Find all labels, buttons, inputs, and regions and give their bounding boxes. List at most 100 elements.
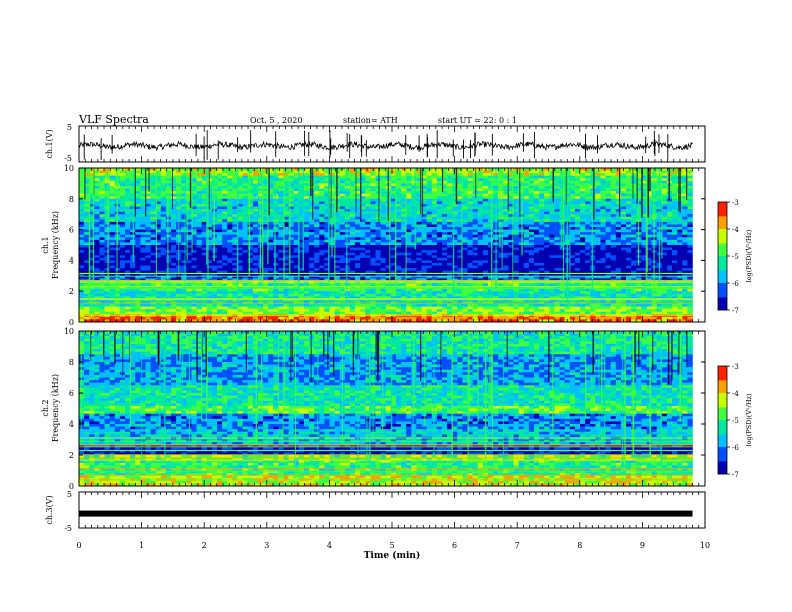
- spectrogram-cell: [237, 234, 243, 238]
- spectrogram-cell: [411, 237, 417, 241]
- spectrogram-cell: [666, 206, 673, 210]
- spectrogram-cell: [94, 257, 100, 261]
- spectrogram-cell: [395, 209, 402, 212]
- spectrogram-cell: [334, 268, 341, 271]
- spectrogram-cell: [416, 242, 422, 246]
- spectrogram-cell: [528, 198, 535, 202]
- spectrogram-cell: [242, 250, 248, 253]
- spectrogram-cell: [288, 229, 295, 233]
- spectrogram-cell: [605, 209, 611, 212]
- spectrogram-cell: [508, 196, 514, 200]
- spectrogram-cell: [503, 216, 509, 220]
- spectrogram-cell: [406, 247, 412, 251]
- spectrogram-cell: [472, 227, 479, 230]
- spectrogram-cell: [687, 232, 693, 236]
- spectrogram-cell: [682, 175, 688, 179]
- spectrogram-cell: [661, 185, 668, 189]
- spectrogram-cell: [298, 196, 305, 200]
- spectrogram-cell: [94, 173, 100, 176]
- spectrogram-cell: [620, 191, 627, 194]
- spectrogram-cell: [319, 234, 325, 238]
- spectrogram-cell: [273, 260, 279, 264]
- spectrogram-cell: [401, 201, 407, 205]
- spectrogram-cell: [457, 260, 463, 264]
- spectrogram-cell: [237, 224, 243, 228]
- spectrogram-cell: [181, 170, 187, 174]
- spectrogram-cell: [595, 268, 601, 271]
- spectrogram-cell: [508, 180, 514, 184]
- spectrogram-cell: [109, 193, 116, 197]
- spectrogram-cell: [498, 270, 504, 274]
- spectrogram-cell: [441, 257, 448, 261]
- spectrogram-cell: [477, 239, 484, 243]
- spectrogram-cell: [206, 242, 213, 246]
- spectrogram-cell: [278, 201, 284, 205]
- spectrogram-cell: [186, 270, 192, 274]
- spectrogram-cell: [201, 250, 208, 253]
- spectrogram-cell: [303, 239, 310, 243]
- spectrogram-cell: [263, 221, 269, 225]
- spectrogram-cell: [314, 216, 320, 220]
- spectrogram-cell: [574, 221, 581, 225]
- spectrogram-cell: [171, 183, 177, 187]
- spectrogram-cell: [186, 250, 192, 253]
- spectrogram-cell: [615, 224, 622, 228]
- spectrogram-cell: [615, 260, 622, 264]
- spectrogram-cell: [467, 252, 473, 256]
- spectrogram-cell: [549, 221, 555, 225]
- spectrogram-cell: [278, 206, 284, 210]
- spectrogram-cell: [554, 250, 560, 253]
- spectrogram-cell: [487, 180, 494, 184]
- spectrogram-cell: [273, 245, 279, 248]
- spectrogram-cell: [135, 227, 141, 230]
- spectrogram-cell: [539, 180, 545, 184]
- spectrogram-cell: [94, 185, 100, 189]
- spectrogram-cell: [523, 242, 530, 246]
- spectrogram-cell: [682, 229, 688, 233]
- spectrogram-cell: [252, 260, 259, 264]
- spectrogram-cell: [411, 191, 417, 194]
- spectrogram-cell: [303, 255, 310, 259]
- spectrogram-cell: [544, 247, 550, 251]
- spectrogram-cell: [319, 219, 325, 223]
- spectrogram-cell: [293, 203, 300, 207]
- spectrogram-cell: [380, 247, 387, 251]
- spectrogram-cell: [217, 227, 223, 230]
- spectrogram-cell: [641, 183, 647, 187]
- spectrogram-cell: [206, 268, 213, 271]
- spectrogram-cell: [574, 255, 581, 259]
- spectrogram-cell: [626, 183, 632, 187]
- spectrogram-cell: [687, 173, 693, 176]
- spectrogram-cell: [84, 239, 90, 243]
- spectrogram-cell: [528, 232, 535, 236]
- spectrogram-cell: [196, 262, 202, 266]
- spectrogram-cell: [375, 239, 381, 243]
- spectrogram-cell: [380, 257, 387, 261]
- spectrogram-cell: [687, 255, 693, 259]
- spectrogram-cell: [436, 185, 443, 189]
- spectrogram-cell: [125, 245, 131, 248]
- spectrogram-cell: [626, 257, 632, 261]
- spectrogram-cell: [549, 198, 555, 202]
- spectrogram-cell: [155, 273, 162, 277]
- spectrogram-cell: [395, 191, 402, 194]
- spectrogram-cell: [206, 239, 213, 243]
- spectrogram-cell: [283, 175, 289, 179]
- spectrogram-cell: [544, 257, 550, 261]
- spectrogram-cell: [160, 188, 167, 192]
- spectrogram-cell: [416, 255, 422, 259]
- spectrogram-cell: [595, 214, 601, 218]
- spectrogram-cell: [615, 203, 622, 207]
- spectrogram-cell: [201, 232, 208, 236]
- spectrogram-cell: [539, 211, 545, 215]
- spectrogram-cell: [293, 211, 300, 215]
- spectrogram-cell: [395, 245, 402, 248]
- spectrogram-cell: [482, 175, 489, 179]
- spectrogram-cell: [452, 227, 458, 230]
- spectrogram-cell: [508, 252, 514, 256]
- spectrogram-cell: [119, 216, 126, 220]
- spectrogram-cell: [441, 255, 448, 259]
- spectrogram-cell: [150, 178, 156, 182]
- spectrogram-cell: [324, 193, 330, 197]
- spectrogram-cell: [303, 206, 310, 210]
